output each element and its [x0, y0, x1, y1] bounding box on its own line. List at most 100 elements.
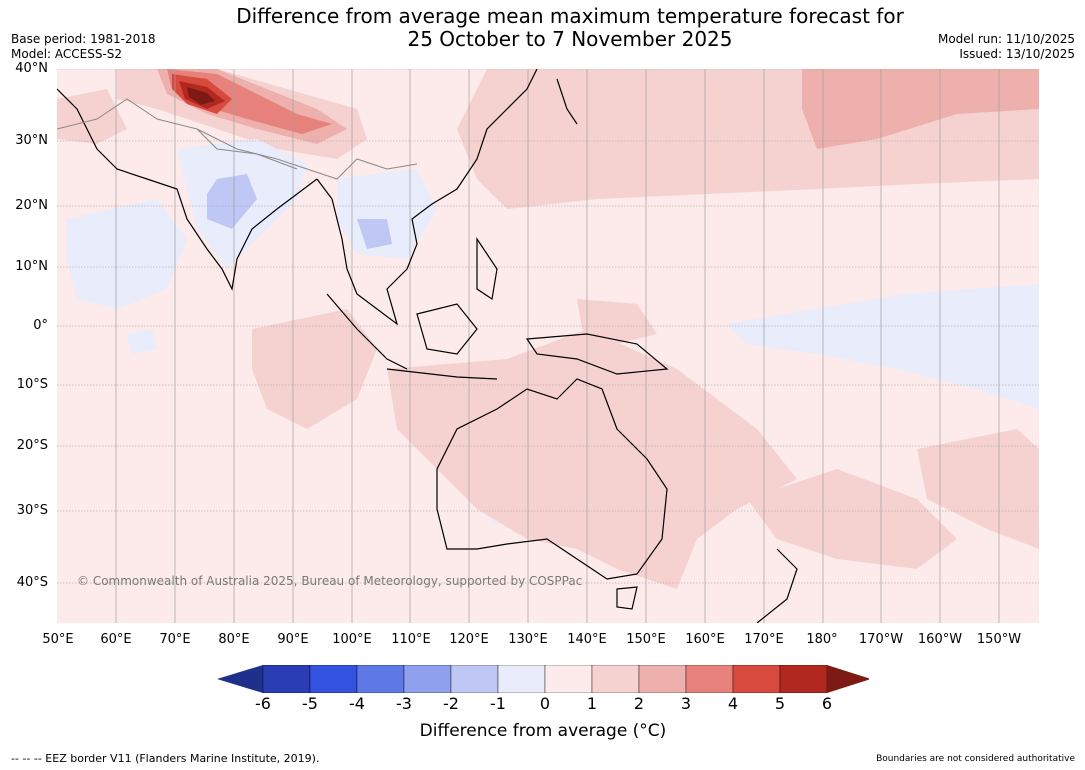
lat-label-40n: 40°N: [15, 61, 48, 76]
lon-label-50e: 50°E: [42, 632, 74, 647]
colorbar-swatch: [262, 665, 311, 693]
colorbar-tick-label: -5: [302, 694, 318, 713]
colorbar-swatch: [638, 665, 687, 693]
cool-region-small: [127, 329, 157, 354]
colorbar-tick-label: 4: [727, 694, 739, 713]
lon-label-150w: 150°W: [976, 632, 1022, 647]
colorbar-tick-label: 2: [633, 694, 645, 713]
cool-region-arabian: [67, 199, 187, 309]
warm-region-tasman: [747, 469, 957, 569]
warm-region-tibet-6: [187, 87, 215, 105]
lat-label-40s: 40°S: [16, 575, 48, 590]
colorbar-tick-label: 1: [586, 694, 598, 713]
lon-label-130e: 130°E: [508, 632, 548, 647]
eez-legend: -- -- -- EEZ border V11 (Flanders Marine…: [11, 752, 320, 765]
lat-label-30n: 30°N: [15, 133, 48, 148]
colorbar-swatch: [309, 665, 358, 693]
lon-label-100e: 100°E: [332, 632, 372, 647]
cool-region-indochina-2: [357, 219, 392, 249]
warm-region-indian-ocean: [252, 309, 377, 429]
coastline-arabia-india: [57, 88, 318, 291]
colorbar-tick-label: -2: [443, 694, 459, 713]
lon-label-120e: 120°E: [449, 632, 489, 647]
warm-region-north-pacific-strong: [802, 69, 1039, 149]
coastlines: [57, 69, 798, 623]
coastline-tasmania: [616, 586, 638, 610]
coastline-borneo: [416, 303, 478, 355]
lon-label-160e: 160°E: [685, 632, 725, 647]
coastline-southeast-asia: [316, 69, 538, 326]
lat-label-20n: 20°N: [15, 198, 48, 213]
colorbar-swatch: [544, 665, 593, 693]
colorbar-tick-label: -4: [349, 694, 365, 713]
model-run: Model run: 11/10/2025: [937, 32, 1075, 46]
cool-region-india-2: [207, 174, 257, 229]
boundaries-note: Boundaries are not considered authoritat…: [876, 754, 1075, 764]
map-meridians: [115, 69, 1000, 623]
colorbar-tick-label: 3: [680, 694, 692, 713]
colorbar-label: Difference from average (°C): [419, 721, 667, 741]
lat-label-10s: 10°S: [16, 377, 48, 392]
colorbar-swatch: [779, 665, 828, 693]
coastline-sumatra: [326, 293, 408, 370]
lon-label-60e: 60°E: [100, 632, 132, 647]
colorbar-swatch: [403, 665, 452, 693]
warm-region-west: [57, 89, 127, 144]
colorbar-tick-label: -6: [255, 694, 271, 713]
lat-label-10n: 10°N: [15, 259, 48, 274]
title-line-1: Difference from average mean maximum tem…: [236, 4, 904, 28]
map-svg: [57, 69, 1039, 623]
warm-region-australia: [387, 329, 797, 589]
cool-region-indochina: [337, 169, 437, 259]
lat-label-20s: 20°S: [16, 438, 48, 453]
lon-label-90e: 90°E: [277, 632, 309, 647]
lon-label-150e: 150°E: [626, 632, 666, 647]
lon-label-70e: 70°E: [159, 632, 191, 647]
lat-label-30s: 30°S: [16, 503, 48, 518]
colorbar-tick-label: 6: [821, 694, 833, 713]
warm-region-png: [577, 299, 657, 344]
coastline-australia: [436, 378, 668, 580]
issued-date: Issued: 13/10/2025: [959, 47, 1075, 61]
lon-label-160w: 160°W: [917, 632, 963, 647]
colorbar-tick-label: -1: [490, 694, 506, 713]
colorbar-swatch: [685, 665, 734, 693]
map-area: © Commonwealth of Australia 2025, Bureau…: [57, 69, 1039, 623]
colorbar-swatch: [591, 665, 640, 693]
colorbar: [217, 665, 869, 693]
anomaly-shading: [57, 69, 1039, 589]
colorbar-tick-label: 0: [539, 694, 551, 713]
lon-label-170e: 170°E: [744, 632, 784, 647]
colorbar-swatches: [217, 665, 869, 693]
model-name: Model: ACCESS-S2: [11, 47, 123, 61]
base-period: Base period: 1981-2018: [11, 32, 156, 46]
copyright-note: © Commonwealth of Australia 2025, Bureau…: [77, 574, 583, 588]
lon-label-80e: 80°E: [218, 632, 250, 647]
cool-region-equatorial-pacific: [727, 284, 1039, 409]
meta-left: Base period: 1981-2018 Model: ACCESS-S2: [11, 32, 156, 62]
colorbar-tick-label: 5: [774, 694, 786, 713]
colorbar-extend-high: [827, 665, 869, 693]
colorbar-swatch: [450, 665, 499, 693]
meta-right: Model run: 11/10/2025 Issued: 13/10/2025: [938, 32, 1075, 62]
lon-label-110e: 110°E: [391, 632, 431, 647]
lon-label-140e: 140°E: [567, 632, 607, 647]
coastline-new-zealand: [756, 548, 798, 623]
colorbar-swatch: [497, 665, 546, 693]
coastline-japan: [556, 78, 578, 125]
coastline-java: [386, 368, 498, 380]
lon-label-180: 180°: [806, 632, 838, 647]
lon-label-170w: 170°W: [858, 632, 904, 647]
colorbar-swatch: [732, 665, 781, 693]
lat-label-0: 0°: [33, 318, 48, 333]
title-line-2: 25 October to 7 November 2025: [407, 27, 733, 51]
chart-title: Difference from average mean maximum tem…: [170, 5, 970, 51]
border-himalaya: [196, 128, 298, 170]
colorbar-tick-label: -3: [396, 694, 412, 713]
colorbar-swatch: [356, 665, 405, 693]
warm-region-south-pacific: [917, 429, 1039, 549]
country-borders: [57, 98, 418, 180]
coastline-new-guinea: [525, 333, 669, 375]
coastline-philippines: [476, 237, 498, 301]
colorbar-extend-low: [217, 665, 263, 693]
